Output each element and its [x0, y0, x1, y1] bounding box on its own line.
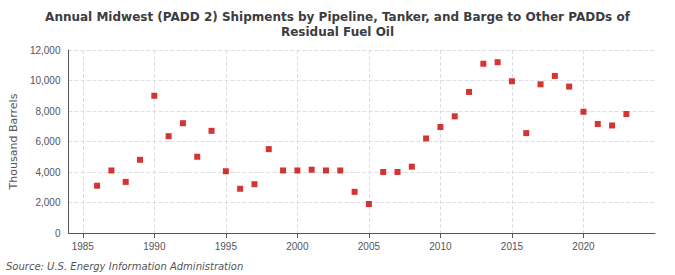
svg-text:6,000: 6,000 — [35, 136, 60, 147]
svg-text:Annual Midwest (PADD 2) Shipme: Annual Midwest (PADD 2) Shipments by Pip… — [45, 10, 631, 24]
svg-text:12,000: 12,000 — [30, 45, 61, 56]
svg-text:Residual Fuel Oil: Residual Fuel Oil — [281, 25, 394, 39]
svg-text:1985: 1985 — [72, 241, 95, 252]
svg-text:2,000: 2,000 — [35, 197, 60, 208]
svg-text:1995: 1995 — [215, 241, 238, 252]
svg-text:2005: 2005 — [358, 241, 381, 252]
svg-text:2015: 2015 — [501, 241, 524, 252]
svg-text:Source: U.S. Energy Informatio: Source: U.S. Energy Information Administ… — [6, 261, 243, 272]
svg-text:10,000: 10,000 — [30, 75, 61, 86]
svg-text:8,000: 8,000 — [35, 106, 60, 117]
svg-text:4,000: 4,000 — [35, 167, 60, 178]
svg-text:1990: 1990 — [143, 241, 166, 252]
svg-text:0: 0 — [55, 228, 61, 239]
svg-text:2020: 2020 — [572, 241, 595, 252]
svg-text:Thousand Barrels: Thousand Barrels — [7, 93, 20, 190]
svg-text:2000: 2000 — [286, 241, 309, 252]
svg-text:2010: 2010 — [429, 241, 452, 252]
